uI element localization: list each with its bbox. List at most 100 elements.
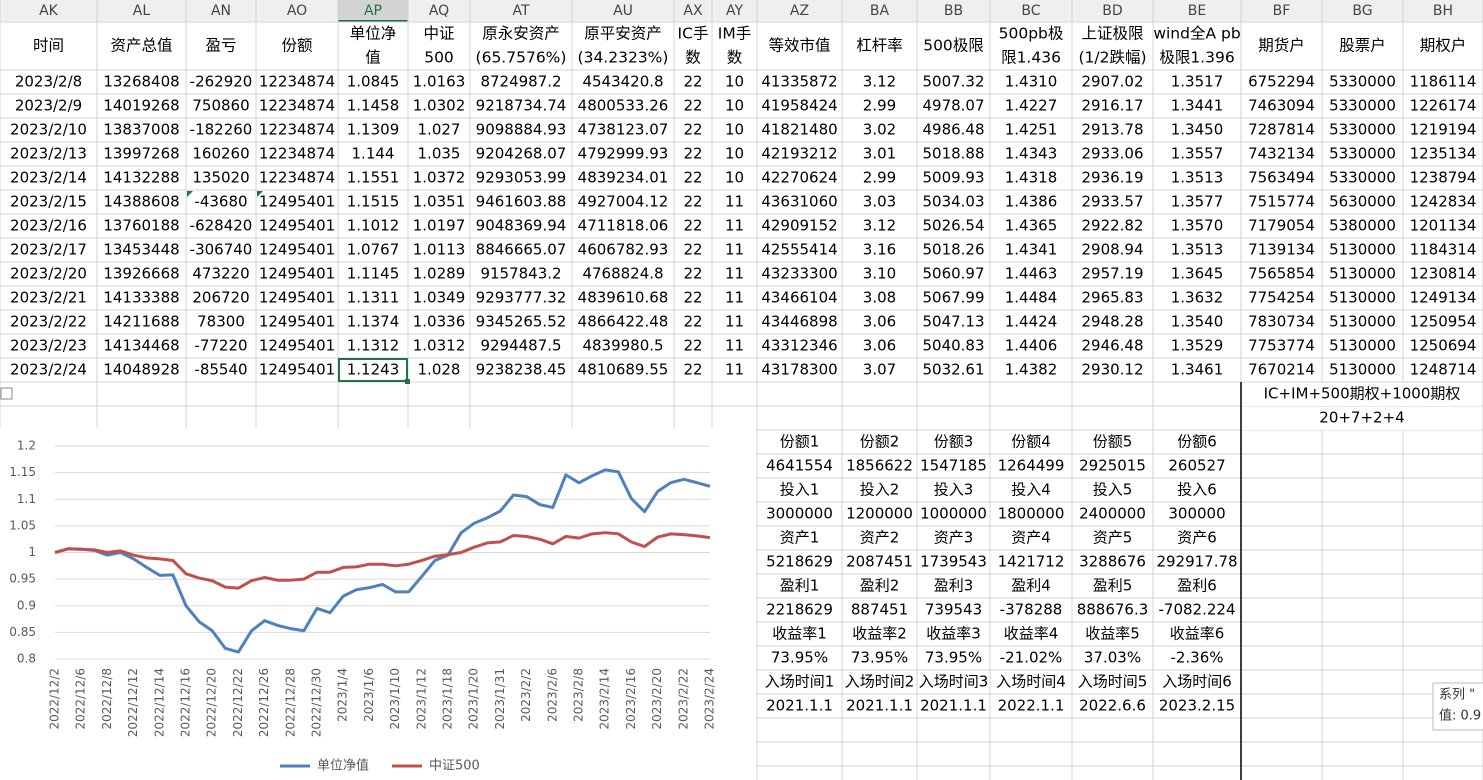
side-cell[interactable]: 4641554	[766, 457, 833, 475]
cell[interactable]: 1.0351	[413, 193, 466, 211]
cell[interactable]: 13837008	[103, 121, 179, 139]
column-letter[interactable]: AY	[726, 3, 743, 19]
cell[interactable]: 13760188	[103, 217, 179, 235]
cell[interactable]: -85540	[194, 361, 247, 379]
cell[interactable]: 5060.97	[922, 265, 984, 283]
side-cell[interactable]: 资产3	[934, 529, 974, 547]
cell[interactable]: 2023/2/20	[10, 265, 87, 283]
cell[interactable]: 7287814	[1248, 121, 1315, 139]
side-cell[interactable]: 收益率1	[772, 625, 827, 643]
cell[interactable]: 9048369.94	[476, 217, 567, 235]
side-cell[interactable]: 1800000	[998, 505, 1065, 523]
cell[interactable]: 4986.48	[922, 121, 984, 139]
cell[interactable]: 2023/2/22	[10, 313, 87, 331]
cell[interactable]: 3.06	[863, 313, 896, 331]
cell[interactable]: 1.1458	[347, 97, 400, 115]
side-cell[interactable]: 投入2	[860, 481, 900, 499]
cell[interactable]: 7753774	[1248, 337, 1315, 355]
cell[interactable]: 4810689.55	[578, 361, 669, 379]
column-letter[interactable]: AU	[613, 3, 633, 19]
cell[interactable]: 78300	[197, 313, 245, 331]
cell[interactable]: -262920	[190, 73, 253, 91]
cell[interactable]: 43233300	[761, 265, 837, 283]
cell[interactable]: 4839980.5	[582, 337, 663, 355]
cell[interactable]: 5007.32	[922, 73, 984, 91]
cell[interactable]: 8846665.07	[476, 241, 567, 259]
cell[interactable]: 1.0312	[413, 337, 466, 355]
side-cell[interactable]: 2925015	[1079, 457, 1146, 475]
cell[interactable]: 135020	[192, 169, 249, 187]
side-cell[interactable]: 收益率3	[926, 625, 981, 643]
cell[interactable]: 2936.19	[1081, 169, 1143, 187]
cell[interactable]: 1.4382	[1005, 361, 1058, 379]
cell[interactable]: 12234874	[259, 73, 335, 91]
column-letter[interactable]: AN	[211, 3, 231, 19]
cell[interactable]: 2023/2/23	[10, 337, 87, 355]
column-letter[interactable]: BD	[1102, 3, 1122, 19]
cell[interactable]: 1.3632	[1171, 289, 1224, 307]
side-cell[interactable]: 资产1	[780, 529, 820, 547]
cell[interactable]: 2023/2/8	[15, 73, 82, 91]
cell[interactable]: 1226174	[1410, 97, 1477, 115]
cell[interactable]: 1.4310	[1005, 73, 1058, 91]
cell[interactable]: 5130000	[1329, 361, 1396, 379]
cell[interactable]: 5018.26	[922, 241, 984, 259]
cell[interactable]: 1.4406	[1005, 337, 1058, 355]
cell[interactable]: 2933.06	[1081, 145, 1143, 163]
cell[interactable]: 11	[725, 265, 744, 283]
cell[interactable]: 2907.02	[1081, 73, 1143, 91]
cell[interactable]: 43446898	[761, 313, 837, 331]
cell[interactable]: 1.0845	[347, 73, 400, 91]
cell[interactable]: 7563494	[1248, 169, 1315, 187]
cell[interactable]: 42555414	[761, 241, 837, 259]
cell[interactable]: 2965.83	[1081, 289, 1143, 307]
cell[interactable]: 1238794	[1410, 169, 1477, 187]
side-cell[interactable]: 2021.1.1	[766, 697, 833, 715]
cell[interactable]: 5018.88	[922, 145, 984, 163]
side-cell[interactable]: 2087451	[846, 553, 913, 571]
cell[interactable]: 1.3513	[1171, 169, 1224, 187]
cell[interactable]: -43680	[194, 193, 247, 211]
cell[interactable]: 10	[725, 145, 744, 163]
cell[interactable]: 7139134	[1248, 241, 1315, 259]
cell[interactable]: 1.0113	[413, 241, 466, 259]
side-cell[interactable]: 盈利4	[1011, 577, 1051, 595]
cell[interactable]: 1.028	[418, 361, 461, 379]
cell[interactable]: 4839610.68	[578, 289, 669, 307]
cell[interactable]: 11	[725, 361, 744, 379]
cell[interactable]: 1.3441	[1171, 97, 1224, 115]
cell[interactable]: 1.4341	[1005, 241, 1058, 259]
side-cell[interactable]: 份额4	[1011, 433, 1051, 451]
cell[interactable]: 42909152	[761, 217, 837, 235]
cell[interactable]: 12495401	[259, 313, 335, 331]
cell[interactable]: 9345265.52	[476, 313, 567, 331]
side-cell[interactable]: 37.03%	[1084, 649, 1141, 667]
cell[interactable]: 41958424	[761, 97, 837, 115]
side-cell[interactable]: 资产2	[860, 529, 900, 547]
cell[interactable]: 2023/2/13	[10, 145, 87, 163]
cell[interactable]: 14134468	[103, 337, 179, 355]
cell[interactable]: 22	[683, 193, 702, 211]
cell[interactable]: 2930.12	[1081, 361, 1143, 379]
cell[interactable]: 22	[683, 97, 702, 115]
cell[interactable]: 12234874	[259, 97, 335, 115]
cell[interactable]: 2023/2/15	[10, 193, 87, 211]
cell[interactable]: 5067.99	[922, 289, 984, 307]
cell[interactable]: 1230814	[1410, 265, 1477, 283]
side-cell[interactable]: 入场时间5	[1078, 673, 1148, 691]
cell[interactable]: 1248714	[1410, 361, 1477, 379]
side-cell[interactable]: 投入6	[1177, 481, 1217, 499]
cell[interactable]: 160260	[192, 145, 249, 163]
cell[interactable]: 5032.61	[922, 361, 984, 379]
cell[interactable]: 4839234.01	[578, 169, 669, 187]
side-cell[interactable]: 2021.1.1	[920, 697, 987, 715]
cell[interactable]: 3.12	[863, 217, 896, 235]
cell[interactable]: 22	[683, 337, 702, 355]
cell[interactable]: 9238238.45	[476, 361, 567, 379]
cell[interactable]: 1250694	[1410, 337, 1477, 355]
cell[interactable]: 7565854	[1248, 265, 1315, 283]
cell[interactable]: 5330000	[1329, 97, 1396, 115]
side-cell[interactable]: 292917.78	[1156, 553, 1237, 571]
cell[interactable]: 22	[683, 73, 702, 91]
cell[interactable]: 1.3529	[1171, 337, 1224, 355]
